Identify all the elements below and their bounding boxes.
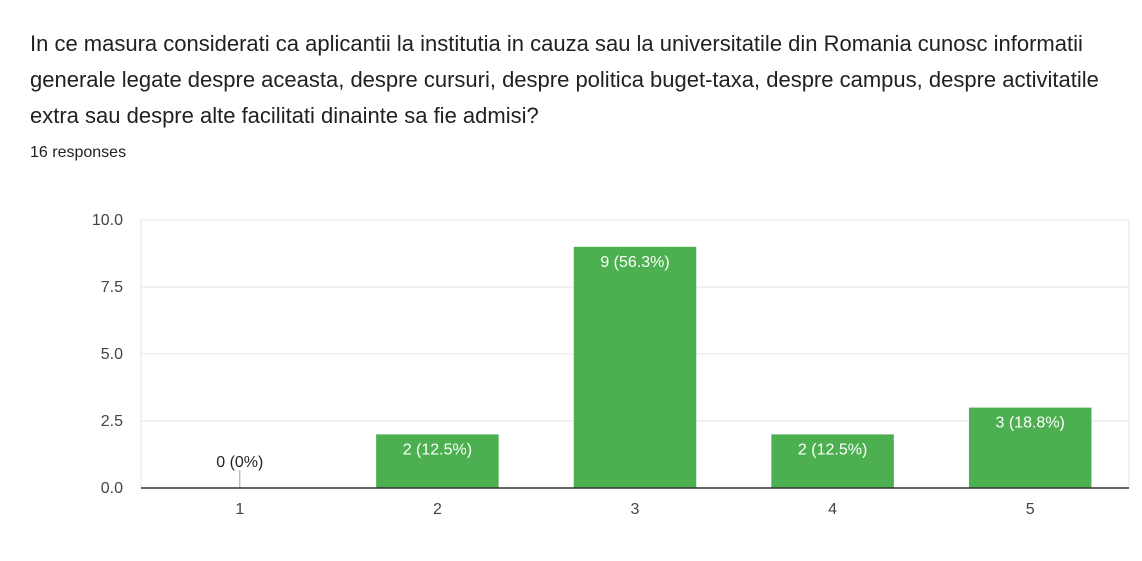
data-label: 2 (12.5%) [403, 441, 472, 458]
data-label: 0 (0%) [216, 454, 263, 471]
bars: 0 (0%) 2 (12.5%) 9 (56.3%) 2 (12.5%) 3 (18.8… [216, 246, 1092, 488]
bar [573, 246, 697, 488]
y-tick-label: 5.0 [101, 346, 123, 363]
y-tick-label: 7.5 [101, 279, 123, 296]
x-axis-ticks: 1 2 3 4 5 [141, 487, 1129, 518]
x-tick-label: 5 [1026, 501, 1035, 518]
y-tick-label: 10.0 [92, 212, 123, 229]
y-axis-ticks: 0.0 2.5 5.0 7.5 10.0 [92, 212, 123, 497]
x-tick-label: 3 [631, 501, 640, 518]
response-count: 16 responses [30, 144, 127, 161]
x-tick-label: 2 [433, 501, 442, 518]
bar [968, 407, 1092, 488]
data-label: 2 (12.5%) [798, 441, 867, 458]
x-tick-label: 1 [235, 501, 244, 518]
y-tick-label: 0.0 [101, 480, 123, 497]
x-tick-label: 4 [828, 501, 837, 518]
question-title: In ce masura considerati ca aplicantii l… [30, 31, 1099, 128]
data-label: 3 (18.8%) [996, 415, 1065, 432]
bar [376, 434, 499, 488]
y-tick-label: 2.5 [101, 413, 123, 430]
data-label: 9 (56.3%) [600, 254, 669, 271]
bar [771, 434, 894, 488]
